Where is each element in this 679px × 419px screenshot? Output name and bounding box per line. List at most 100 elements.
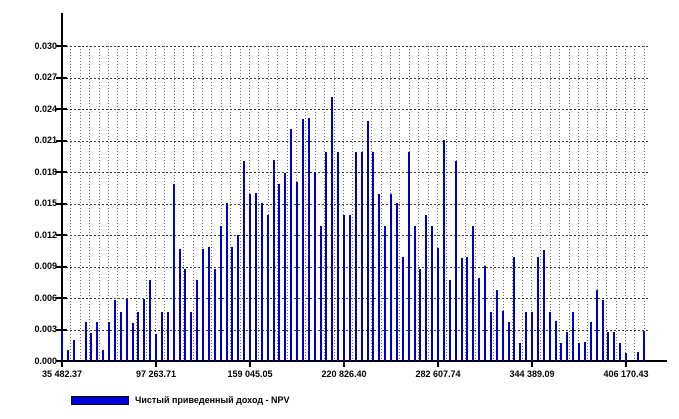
histogram-bar [160, 312, 163, 361]
histogram-bar [184, 269, 187, 361]
histogram-bar [137, 312, 140, 361]
y-tick [56, 45, 67, 47]
histogram-bar [125, 299, 128, 361]
x-tick-label: 220 826.40 [321, 369, 367, 379]
histogram-bar [119, 312, 122, 361]
histogram-bar [266, 215, 269, 361]
histogram-bar [495, 290, 498, 361]
x-tick [61, 361, 63, 367]
y-tick-label: 0.012 [34, 229, 57, 240]
histogram-bar [395, 203, 398, 361]
histogram-bar [472, 226, 475, 361]
y-tick-label: 0.021 [34, 135, 57, 145]
histogram-bar [66, 350, 69, 361]
histogram-bar [254, 193, 257, 361]
y-tick-label: 0.003 [34, 324, 57, 334]
x-tick-label: 406 170.43 [603, 369, 649, 379]
histogram-bar [413, 226, 416, 361]
histogram-bar [325, 152, 328, 361]
histogram-bar [619, 343, 622, 361]
y-tick-label: 0.018 [34, 166, 57, 177]
histogram-bar [249, 194, 251, 361]
histogram-bar [442, 140, 445, 361]
h-gridline [62, 109, 650, 110]
histogram-bar [578, 343, 580, 361]
legend-label: Чистый приведенный доход - NPV [135, 395, 290, 405]
histogram-bar [501, 311, 504, 361]
histogram-bar [536, 257, 539, 361]
histogram-bar [554, 321, 557, 361]
histogram-bar [360, 152, 363, 361]
histogram-bar [525, 312, 528, 361]
histogram-bar [401, 257, 404, 361]
y-tick-label: 0.006 [34, 292, 57, 303]
x-tick-label: 97 263.71 [135, 369, 177, 379]
x-tick [625, 361, 627, 367]
y-tick [56, 76, 67, 79]
y-tick-label: 0.030 [34, 40, 57, 51]
histogram-bar [284, 173, 287, 361]
y-tick [56, 202, 67, 205]
h-gridline [62, 77, 650, 79]
histogram-bar [143, 299, 146, 361]
histogram-bar [343, 215, 345, 361]
histogram-bar [572, 312, 575, 361]
histogram-bar [419, 269, 422, 361]
histogram-bar [213, 269, 216, 361]
x-tick-label: 35 482.37 [41, 369, 83, 379]
histogram-bar [513, 257, 516, 361]
histogram-bar [296, 182, 298, 361]
histogram-bar [589, 322, 592, 361]
histogram-bar [172, 184, 175, 361]
histogram-bar [290, 129, 293, 361]
histogram-bar [260, 203, 263, 361]
histogram-bar [348, 215, 351, 361]
y-tick-label: 0.027 [34, 72, 57, 82]
legend-color-swatch [71, 395, 129, 405]
x-tick [531, 361, 533, 367]
histogram-bar [466, 257, 469, 361]
histogram-bar [607, 332, 610, 361]
histogram-bar [425, 215, 428, 361]
histogram-bar [225, 203, 228, 361]
histogram-bar [437, 248, 439, 361]
histogram-bar [313, 172, 316, 361]
histogram-bar [307, 118, 310, 361]
y-tick-label: 0.015 [34, 198, 57, 208]
y-tick [56, 297, 67, 299]
histogram-bar [243, 161, 246, 361]
histogram-bar [548, 312, 551, 361]
histogram-bar [366, 121, 369, 361]
histogram-bar [407, 152, 410, 361]
y-tick-label: 0.000 [34, 355, 57, 366]
histogram-bar [207, 247, 210, 361]
histogram-bar [202, 249, 204, 361]
histogram-bar [301, 119, 304, 361]
y-tick-label: 0.009 [34, 261, 57, 271]
histogram-bar [131, 323, 134, 361]
histogram-bar [431, 226, 434, 361]
y-tick [56, 139, 67, 142]
histogram-bar [90, 333, 93, 361]
x-axis-line [61, 360, 667, 362]
histogram-bar [84, 322, 87, 361]
histogram-bar [190, 312, 193, 361]
x-tick-label: 159 045.05 [227, 369, 273, 379]
histogram-bar [519, 343, 522, 361]
histogram-bar [601, 300, 604, 361]
histogram-bar [155, 334, 157, 361]
y-tick [56, 108, 67, 110]
x-tick [155, 361, 157, 367]
histogram-bar [384, 226, 387, 361]
histogram-bar [231, 247, 234, 361]
y-tick [56, 171, 67, 173]
histogram-bar [196, 280, 199, 361]
y-tick [56, 234, 67, 236]
histogram-bar [166, 312, 169, 361]
histogram-bar [507, 322, 510, 361]
histogram-bar [272, 160, 275, 361]
histogram-bar [448, 280, 451, 361]
histogram-bar [613, 332, 616, 361]
histogram-bar [531, 312, 533, 361]
histogram-bar [331, 97, 334, 361]
